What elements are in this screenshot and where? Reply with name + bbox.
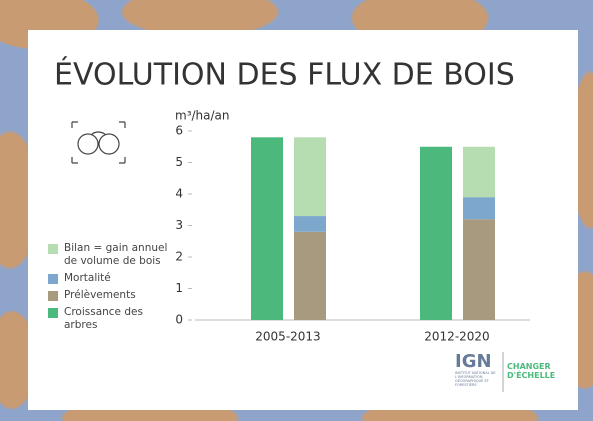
bar-segment <box>463 197 495 219</box>
bar-segment <box>294 216 326 232</box>
x-tick-label: 2005-2013 <box>255 330 320 344</box>
chart: ÉVOLUTION DES FLUX DE BOIS m³/ha/an IGN … <box>0 0 593 421</box>
legend-swatch <box>48 308 58 318</box>
chart-title: ÉVOLUTION DES FLUX DE BOIS <box>54 57 515 93</box>
x-tick-label: 2012-2020 <box>424 330 489 344</box>
legend-label: Mortalité <box>64 272 174 285</box>
y-tick-label: 5 <box>175 155 183 169</box>
bar-segment <box>294 232 326 320</box>
bar-segment <box>294 137 326 216</box>
legend-item: Croissance des arbres <box>48 306 188 332</box>
legend-swatch <box>48 244 58 254</box>
bar-segment <box>463 147 495 197</box>
y-tick-label: 4 <box>175 187 183 201</box>
legend-item: Mortalité <box>48 272 188 285</box>
legend-label: Prélèvements <box>64 289 174 302</box>
logo-slogan: CHANGER D'ÉCHELLE <box>507 362 567 380</box>
legend-swatch <box>48 274 58 284</box>
legend-label: Bilan = gain annuel de volume de bois <box>64 242 174 268</box>
legend-item: Bilan = gain annuel de volume de bois <box>48 242 188 268</box>
logo-slogan-box: CHANGER D'ÉCHELLE <box>507 362 567 392</box>
legend-label: Croissance des arbres <box>64 306 174 332</box>
y-tick-label: 6 <box>175 124 183 138</box>
logo-institute-box: INSTITUT NATIONAL DE L'INFORMATION GÉOGR… <box>455 371 503 401</box>
page: ÉVOLUTION DES FLUX DE BOIS m³/ha/an IGN … <box>0 0 593 421</box>
bar-segment <box>463 219 495 320</box>
logo: IGN INSTITUT NATIONAL DE L'INFORMATION G… <box>455 351 567 401</box>
logo-institute: INSTITUT NATIONAL DE L'INFORMATION GÉOGR… <box>455 371 503 387</box>
legend-swatch <box>48 291 58 301</box>
legend: Bilan = gain annuel de volume de bois Mor… <box>48 242 188 336</box>
y-tick-label: 3 <box>175 218 183 232</box>
binoculars-icon <box>72 122 125 163</box>
y-axis-label: m³/ha/an <box>175 109 230 123</box>
logo-ign: IGN <box>455 351 492 372</box>
bar <box>251 137 283 320</box>
bar <box>420 147 452 320</box>
legend-item: Prélèvements <box>48 289 188 302</box>
